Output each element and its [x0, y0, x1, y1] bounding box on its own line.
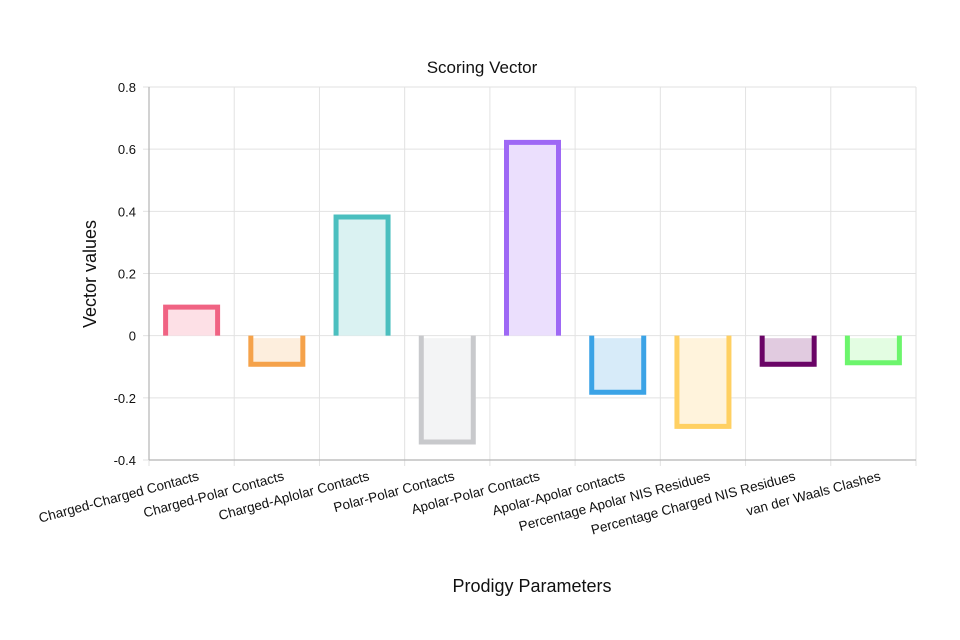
bar-fill: [506, 142, 559, 336]
axes-layer: [148, 87, 916, 461]
y-axis-title: Vector values: [80, 220, 100, 328]
bar: [504, 139, 561, 336]
bar: [759, 335, 817, 367]
bar-fill: [421, 338, 474, 445]
y-tick-label: 0.4: [118, 204, 136, 219]
bar: [589, 335, 647, 395]
bar-fill: [676, 338, 729, 429]
bar: [333, 214, 391, 336]
y-tick-label: 0.2: [118, 267, 136, 282]
bar-fill: [336, 216, 389, 336]
y-tick-label: -0.4: [114, 453, 136, 468]
y-tick-label: 0.8: [118, 80, 136, 95]
x-axis-title: Prodigy Parameters: [452, 576, 611, 596]
bar: [248, 335, 306, 367]
y-tick-label: 0.6: [118, 142, 136, 157]
y-tick-label: 0: [129, 329, 136, 344]
bar: [674, 335, 732, 429]
x-tick-label: Charged-Polar Contacts: [142, 468, 286, 520]
bar: [163, 304, 221, 336]
y-tick-label: -0.2: [114, 391, 136, 406]
chart-title: Scoring Vector: [427, 58, 538, 77]
bar-fill: [165, 307, 218, 336]
bars-layer: [163, 139, 902, 445]
bar: [844, 335, 902, 366]
bar-fill: [591, 338, 644, 395]
y-tick-labels: 0.8 0.6 0.4 0.2 0 -0.2 -0.4: [114, 80, 136, 468]
bar: [418, 335, 476, 445]
